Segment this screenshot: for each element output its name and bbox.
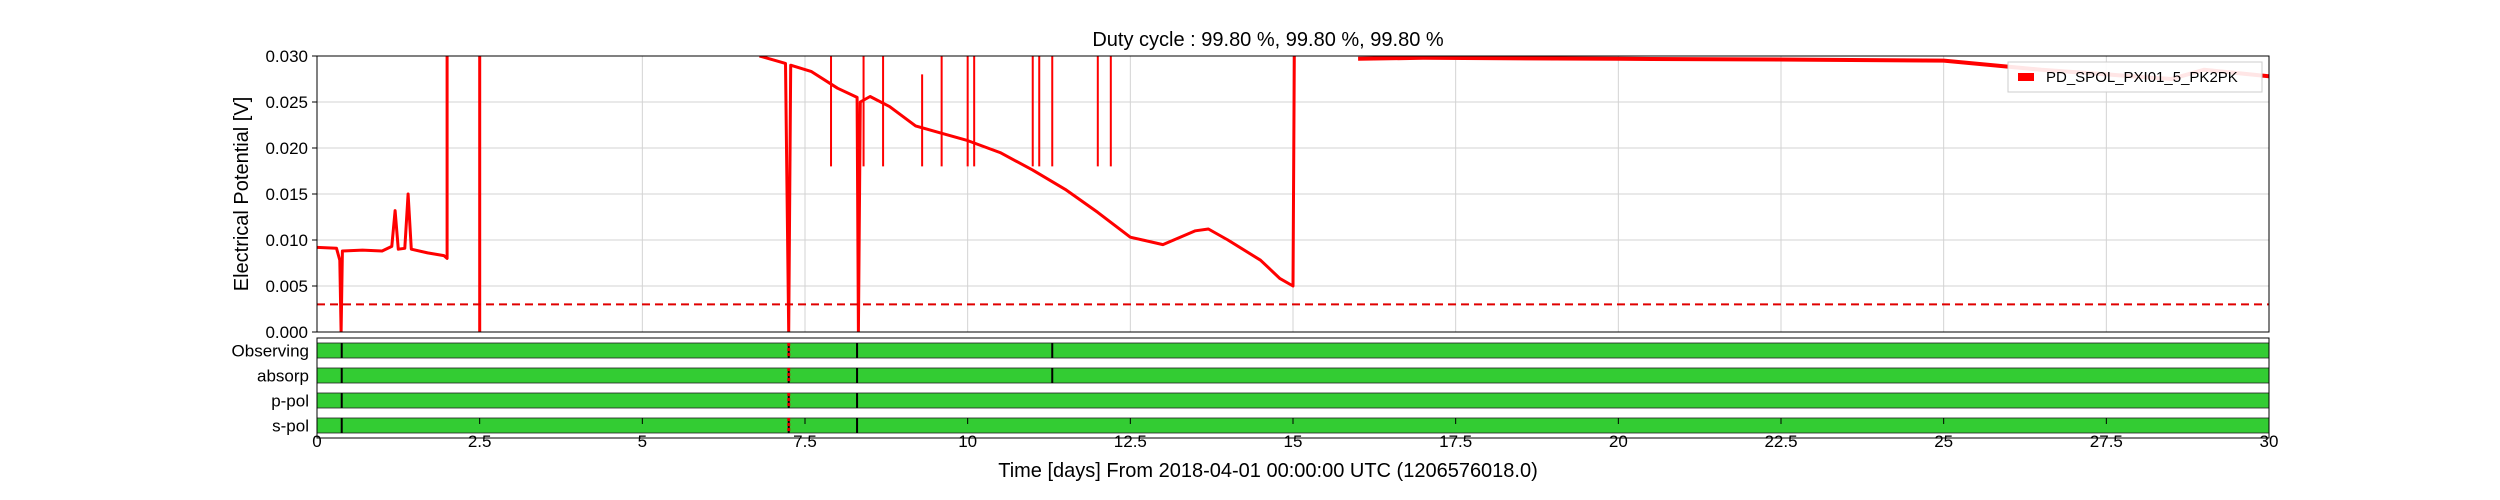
x-axis-label: Time [days] From 2018-04-01 00:00:00 UTC… [998,460,1538,482]
x-tick-label: 2.5 [468,432,492,451]
state-bar-label: Observing [232,342,309,361]
state-bar [316,367,2270,384]
y-axis-ticks: 0.000 0.005 0.010 0.015 0.020 0.025 0.030 [265,47,317,342]
state-bar-row: s-pol [272,417,2270,436]
x-tick-label: 20 [1609,432,1628,451]
y-tick-label: 0.020 [265,139,308,158]
legend-box [2007,61,2263,93]
x-tick-label: 17.5 [1439,432,1472,451]
x-tick-label: 5 [638,432,647,451]
state-bar-row: absorp [257,367,2270,386]
x-tick-label: 7.5 [793,432,817,451]
y-tick-label: 0.005 [265,277,308,296]
x-tick-label: 30 [2260,432,2279,451]
state-bar [316,392,2270,409]
state-panel-frame [316,337,2270,439]
series-line-segment [759,56,1296,332]
legend-swatch [2018,73,2034,81]
x-tick-label: 22.5 [1764,432,1797,451]
y-tick-label: 0.030 [265,47,308,66]
x-tick-label: 25 [1934,432,1953,451]
x-axis-ticks: 0 2.5 5 7.5 10 12.5 15 17.5 20 22.5 25 27.5 30 [312,418,2278,451]
state-bar-label: p-pol [271,392,309,411]
x-tick-label: 27.5 [2090,432,2123,451]
y-tick-label: 0.000 [265,323,308,342]
chart-title: Duty cycle : 99.80 %, 99.80 %, 99.80 % [1092,29,1444,51]
x-tick-label: 15 [1284,432,1303,451]
x-tick-label: 12.5 [1114,432,1147,451]
state-bar-row: Observing [232,342,2270,361]
legend: PD_SPOL_PXI01_5_PK2PK [2007,61,2263,93]
state-bar [316,342,2270,359]
y-tick-label: 0.010 [265,231,308,250]
legend-label: PD_SPOL_PXI01_5_PK2PK [2046,69,2238,86]
y-tick-label: 0.025 [265,93,308,112]
y-tick-label: 0.015 [265,185,308,204]
state-bar-label: s-pol [272,417,309,436]
plot-area: 0.000 0.005 0.010 0.015 0.020 0.025 0.030 [265,47,2270,342]
series-line-segment [317,56,449,332]
x-tick-label: 10 [958,432,977,451]
state-bars-panel: Observing absorp p-pol s-pol [232,337,2270,439]
x-tick-label: 0 [312,432,321,451]
state-bar-row: p-pol [271,392,2270,411]
state-bar-label: absorp [257,367,309,386]
y-axis-label: Electrical Potential [V] [231,97,253,292]
